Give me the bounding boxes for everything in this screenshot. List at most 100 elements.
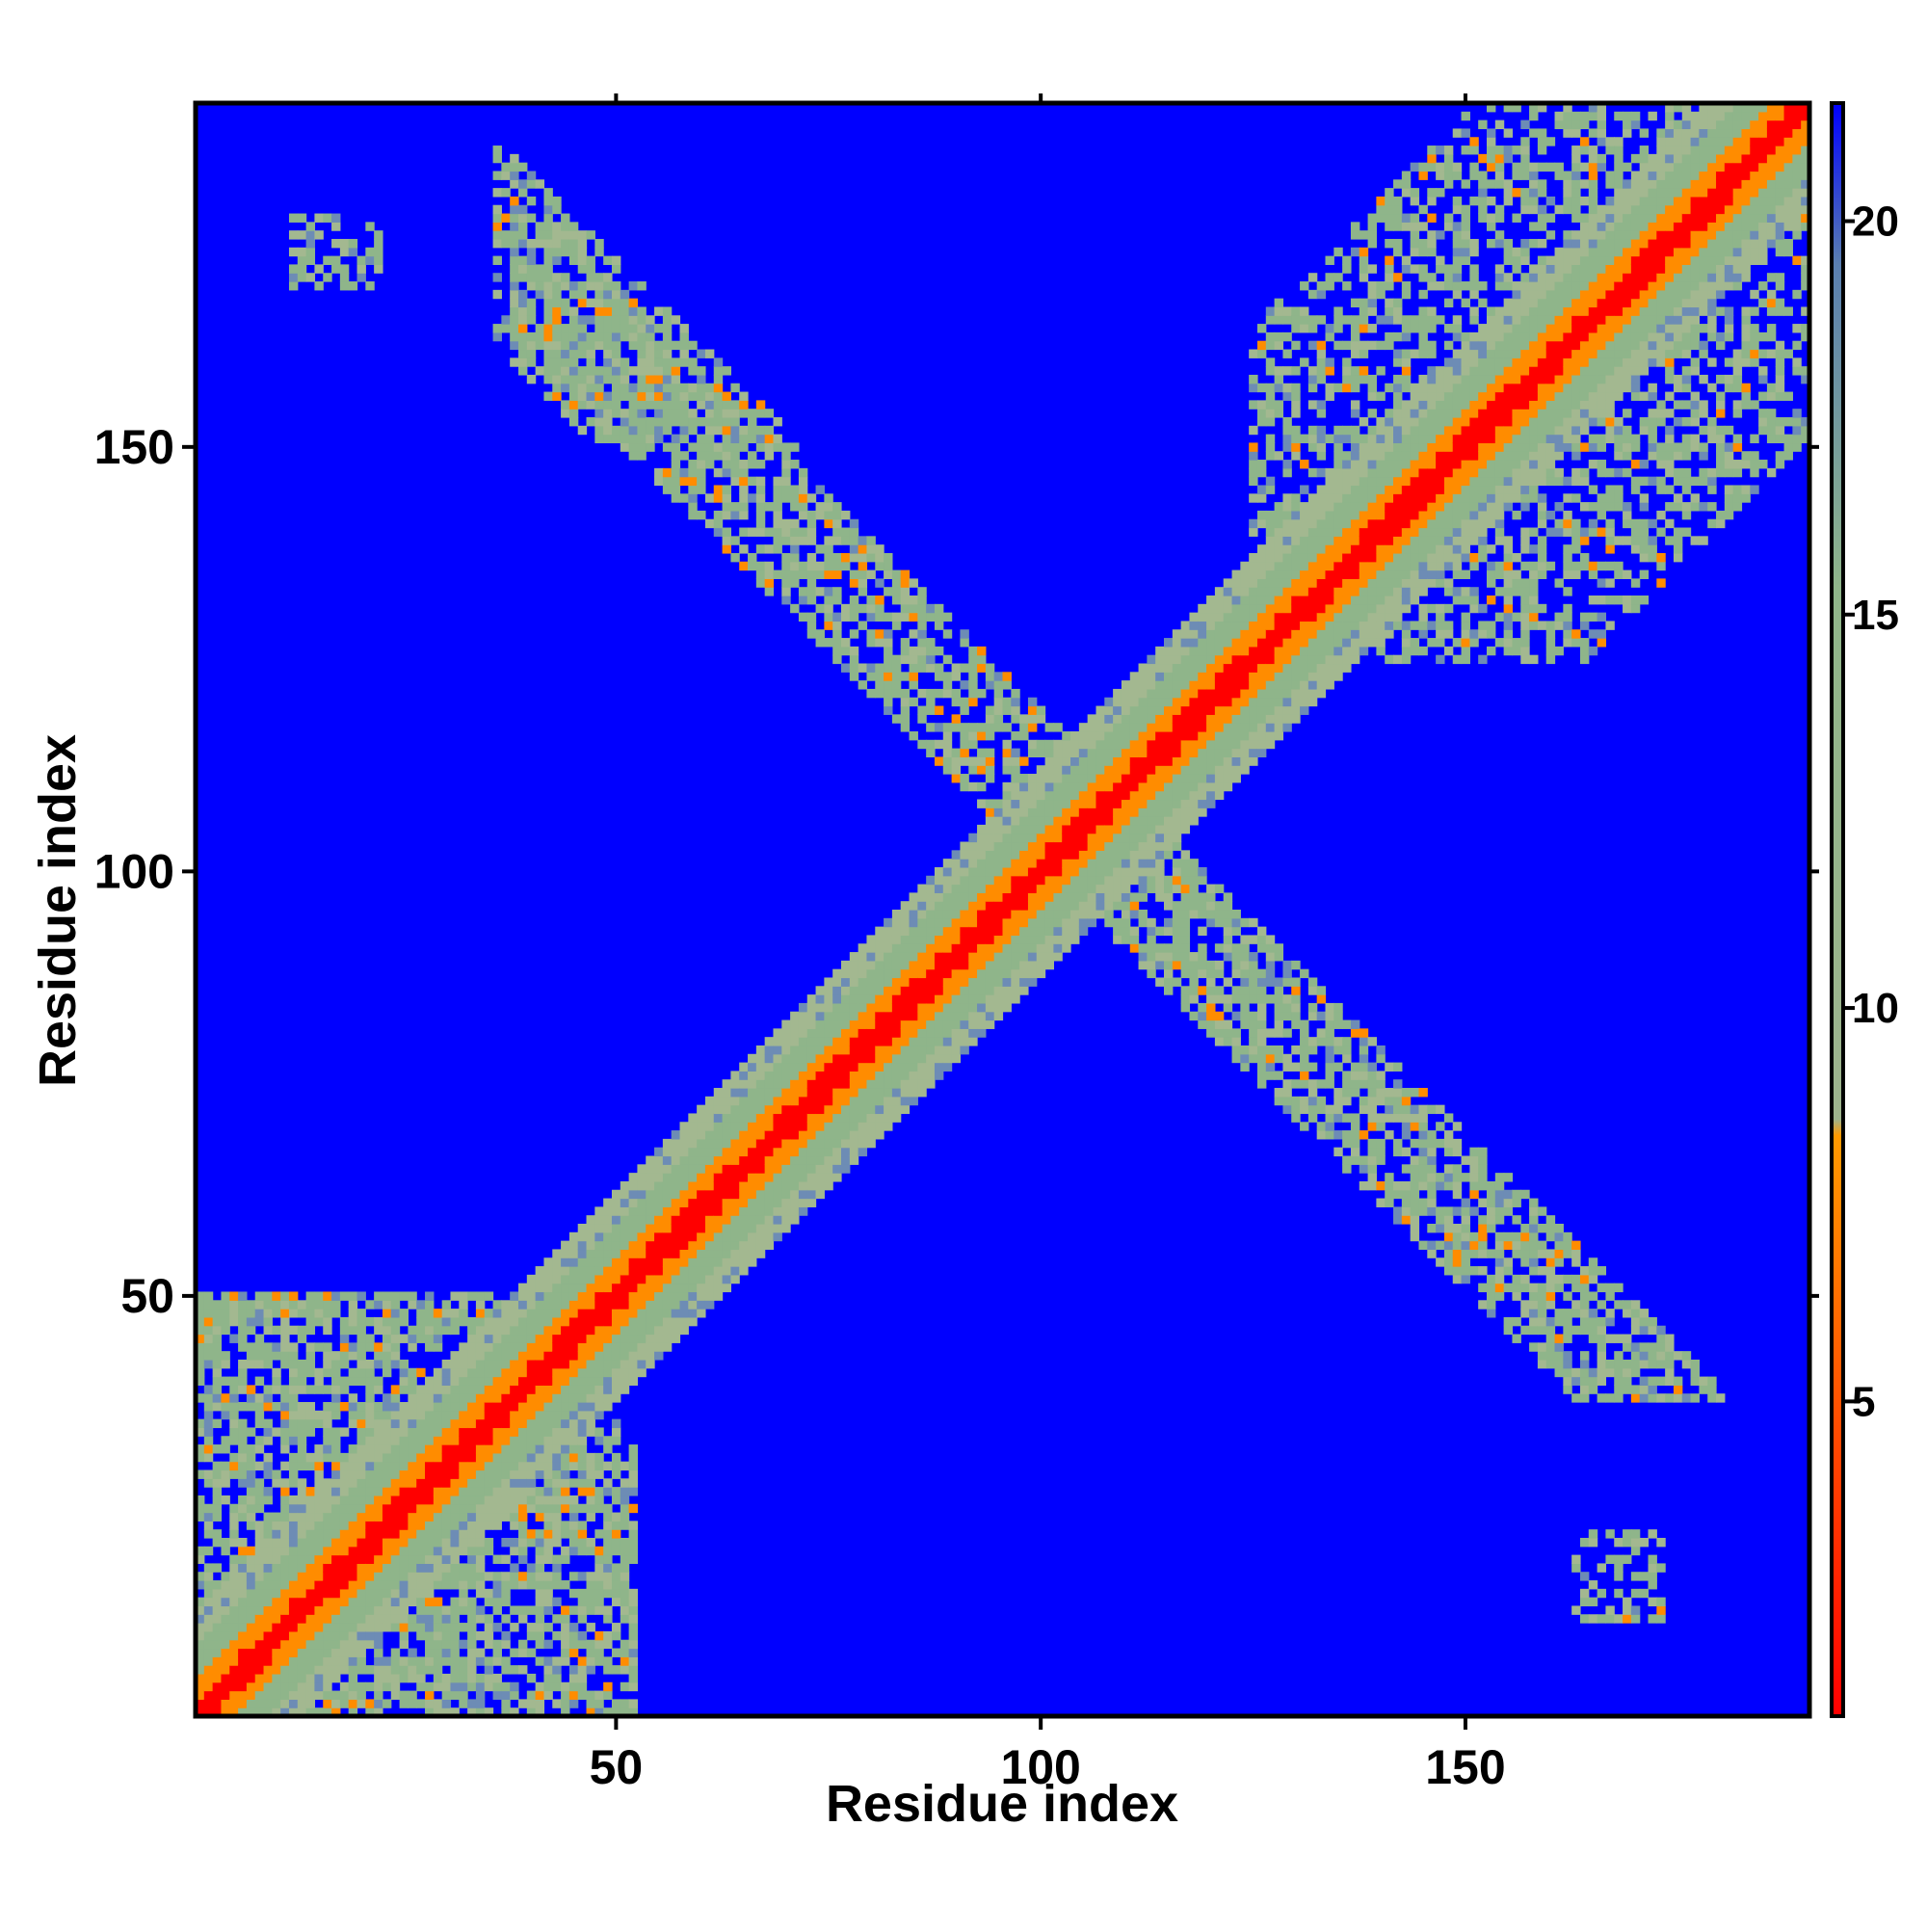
heatmap-cell (1095, 774, 1105, 783)
heatmap-cell (568, 374, 579, 384)
heatmap-cell (755, 1180, 766, 1191)
heatmap-cell (365, 1563, 375, 1573)
heatmap-cell (586, 1699, 595, 1708)
heatmap-cell (1044, 774, 1054, 783)
heatmap-cell (1138, 875, 1148, 886)
heatmap-cell (926, 1037, 936, 1046)
heatmap-cell (305, 1563, 316, 1573)
heatmap-cell (1087, 799, 1097, 808)
heatmap-cell (824, 1173, 833, 1182)
heatmap-cell (577, 1427, 588, 1437)
heatmap-cell (510, 1503, 519, 1514)
heatmap-cell (518, 1537, 528, 1548)
heatmap-cell (305, 1512, 316, 1522)
heatmap-cell (620, 1512, 630, 1522)
heatmap-cell (764, 1240, 775, 1251)
heatmap-cell (875, 952, 884, 962)
heatmap-cell (985, 663, 995, 673)
heatmap-cell (280, 1699, 290, 1708)
heatmap-cell (543, 281, 553, 291)
heatmap-cell (960, 943, 969, 953)
heatmap-cell (272, 1580, 281, 1590)
heatmap-cell (849, 1147, 859, 1157)
heatmap-cell (390, 1334, 401, 1343)
heatmap-cell (365, 1639, 375, 1650)
heatmap-cell (730, 400, 740, 410)
heatmap-cell (722, 416, 731, 427)
heatmap-cell (594, 1648, 604, 1657)
heatmap-cell (577, 1469, 588, 1479)
heatmap-cell (849, 1079, 859, 1089)
heatmap-cell (203, 1452, 214, 1463)
heatmap-cell (399, 1623, 409, 1632)
heatmap-cell (450, 1469, 460, 1479)
heatmap-cell (552, 1367, 562, 1378)
heatmap-cell (781, 1104, 791, 1115)
heatmap-cell (628, 1189, 639, 1200)
heatmap-cell (1138, 960, 1148, 970)
heatmap-cell (475, 1452, 486, 1463)
heatmap-cell (1113, 935, 1122, 944)
heatmap-cell (688, 510, 698, 520)
heatmap-cell (713, 485, 724, 494)
heatmap-cell (280, 1537, 290, 1548)
heatmap-cell (1027, 960, 1038, 970)
heatmap-cell (365, 1495, 375, 1505)
heatmap-cell (866, 688, 876, 699)
heatmap-cell (484, 1503, 494, 1514)
heatmap-cell (297, 1681, 307, 1692)
heatmap-cell (543, 1656, 553, 1666)
heatmap-cell (399, 1469, 409, 1479)
heatmap-cell (620, 1503, 630, 1514)
heatmap-cell (382, 1418, 392, 1429)
heatmap-cell (806, 1002, 817, 1013)
heatmap-cell (654, 434, 664, 444)
heatmap-cell (968, 723, 978, 732)
heatmap-cell (297, 1630, 307, 1641)
heatmap-cell (977, 892, 987, 902)
heatmap-cell (501, 1572, 511, 1581)
heatmap-cell (203, 1427, 214, 1437)
heatmap-cell (568, 416, 579, 427)
heatmap-cell (526, 1707, 537, 1717)
heatmap-cell (1164, 799, 1174, 808)
heatmap-cell (238, 1478, 248, 1488)
heatmap-cell (671, 451, 681, 461)
heatmap-cell (1121, 774, 1131, 783)
heatmap-cell (459, 1690, 468, 1700)
heatmap-cell (1172, 926, 1182, 937)
heatmap-cell (909, 1053, 918, 1064)
heatmap-cell (254, 1529, 265, 1539)
heatmap-cell (1138, 952, 1148, 962)
heatmap-cell (654, 1173, 664, 1182)
heatmap-cell (764, 1088, 775, 1098)
heatmap-cell (891, 612, 902, 622)
heatmap-cell (654, 1155, 664, 1165)
heatmap-cell (1129, 841, 1140, 851)
heatmap-cell (365, 1402, 375, 1412)
heatmap-cell (568, 1478, 579, 1488)
heatmap-cell (365, 1487, 375, 1496)
heatmap-cell (416, 1495, 426, 1505)
heatmap-cell (356, 1367, 366, 1378)
heatmap-cell (484, 1393, 494, 1403)
heatmap-cell (280, 1563, 290, 1573)
heatmap-cell (196, 1291, 205, 1301)
heatmap-cell (568, 289, 579, 300)
heatmap-cell (577, 1402, 588, 1412)
heatmap-cell (297, 1639, 307, 1650)
heatmap-cell (475, 1673, 486, 1683)
heatmap-cell (323, 1673, 332, 1683)
heatmap-cell (196, 1418, 205, 1429)
heatmap-cell (934, 1019, 944, 1029)
heatmap-cell (221, 1614, 230, 1624)
heatmap-cell (459, 1469, 468, 1479)
heatmap-cell (620, 425, 630, 436)
heatmap-cell (773, 1147, 782, 1157)
heatmap-cell (568, 1240, 579, 1251)
heatmap-cell (704, 1130, 715, 1140)
heatmap-cell (459, 1342, 468, 1352)
heatmap-cell (518, 230, 528, 240)
heatmap-cell (501, 1351, 511, 1361)
heatmap-cell (1180, 739, 1191, 750)
